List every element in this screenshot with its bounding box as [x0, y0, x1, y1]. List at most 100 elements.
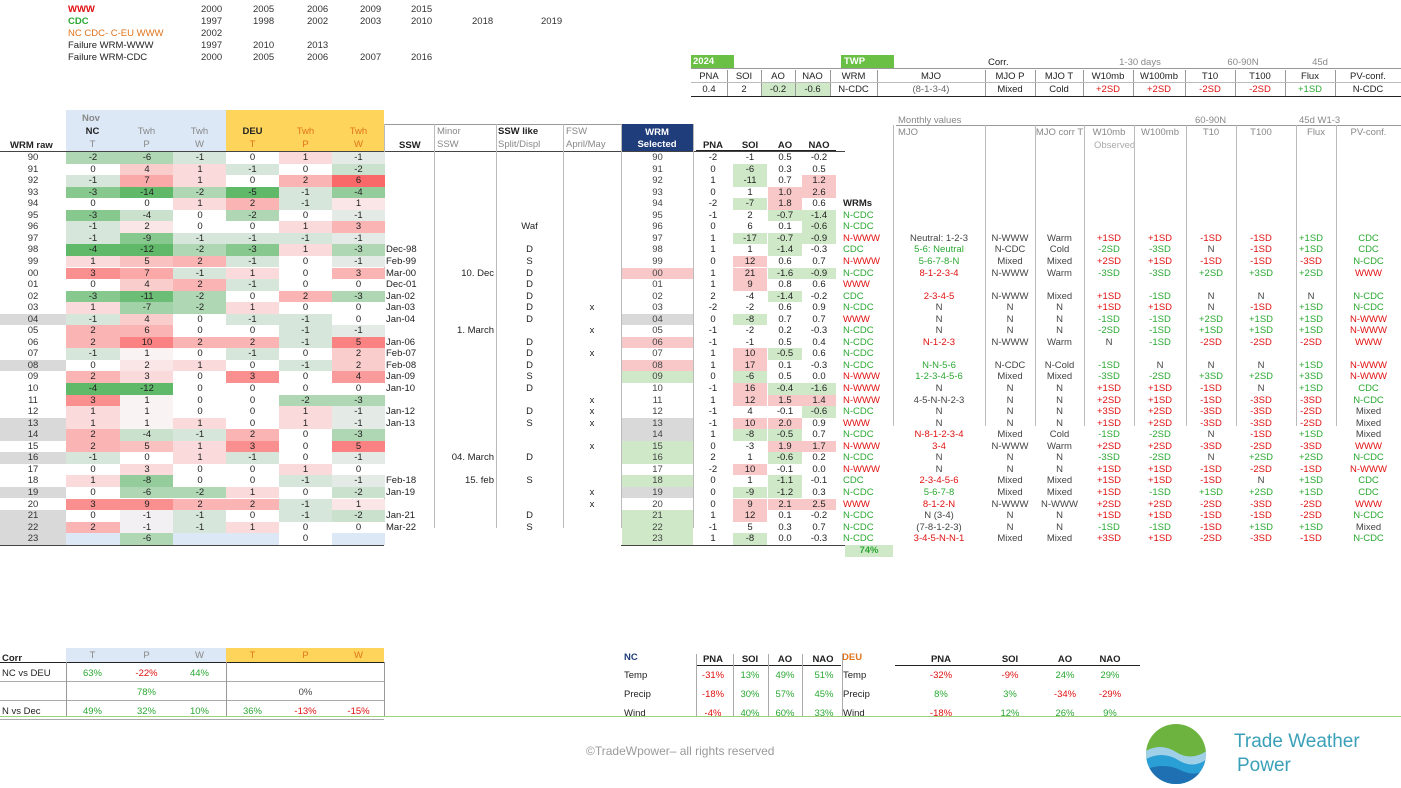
heat-bg [66, 290, 120, 303]
index-bg [696, 163, 730, 176]
index-bg [733, 452, 767, 464]
heat-bg [120, 279, 174, 291]
sd-value: -3SD [1200, 406, 1222, 418]
heat-bg [226, 359, 279, 372]
nc-value: 0 [197, 383, 203, 394]
sd-value [1134, 152, 1186, 164]
deu-value: 3 [355, 221, 362, 233]
index-value: 0 [710, 313, 716, 325]
heat-bg [332, 325, 385, 337]
heat-bg [66, 417, 120, 430]
heat-bg [332, 452, 385, 464]
fsw-mark: x [589, 394, 595, 406]
ssw-date: Jan-13 [386, 417, 416, 429]
wrm-label: N-CDC [843, 348, 874, 360]
selected-year-bg [622, 325, 693, 337]
minor-ssw-date [436, 348, 494, 360]
rule [384, 124, 621, 125]
year-gray-bg [0, 452, 66, 464]
sd-value: +1SD [1147, 383, 1173, 394]
index-bg [733, 533, 767, 545]
top-value: N-CDC [838, 84, 869, 95]
ssw-like-value: D [526, 452, 533, 464]
index-value: 0.5 [778, 152, 792, 163]
mjo-phase-value [985, 210, 1035, 222]
top-header: MJO P [995, 71, 1025, 82]
selected-year-bg [622, 163, 693, 176]
nc-value: 3 [90, 498, 96, 510]
mjo-temp-value: N [1056, 521, 1063, 533]
index-bg [696, 383, 730, 395]
heat-bg [120, 186, 174, 199]
ssw-like-value: D [526, 359, 533, 371]
right-col-divider [1035, 125, 1036, 426]
minor-ssw-date [436, 429, 494, 441]
top-col-divider [830, 70, 831, 97]
heat-bg [279, 510, 332, 522]
ssw-date [386, 152, 432, 164]
mjo-temp-value: N [1056, 325, 1063, 337]
corr-row-label: NC vs DEU [2, 668, 51, 679]
sd-value: +1SD [1298, 359, 1324, 371]
sd-value: +2SD [1198, 313, 1224, 325]
index-bg [802, 163, 836, 176]
year-gray-bg [0, 313, 66, 326]
minor-ssw-date [436, 244, 494, 256]
deu-idx-value: 24% [1055, 670, 1075, 681]
index-bg [768, 406, 802, 418]
heat-bg [120, 232, 174, 245]
nc-value: 2 [197, 498, 203, 510]
pv-conf-value: Mixed [1355, 521, 1382, 533]
deu-value: 0 [249, 383, 256, 394]
year-label: 08 [27, 359, 39, 371]
heat-bg [120, 510, 174, 522]
nc-value: 1 [197, 163, 203, 175]
sd-value [1134, 187, 1186, 199]
ssw-date: Dec-98 [386, 244, 417, 256]
nc-value: -2 [195, 486, 205, 498]
ssw-date [386, 210, 432, 222]
group-45d-header: 45d W1-3 [1299, 115, 1341, 126]
sd-value: -2SD [1149, 452, 1171, 464]
heat-bg [226, 486, 279, 499]
index-value: -0.7 [776, 232, 794, 244]
sd-value [1236, 210, 1286, 222]
sd-value [1134, 348, 1186, 360]
heat-bg [173, 325, 227, 337]
rule [896, 125, 1401, 126]
sd-value: +1SD [1147, 510, 1173, 522]
year-label: 11 [28, 394, 38, 406]
index-value: 0.3 [778, 521, 792, 533]
selected-year: 97 [652, 232, 663, 244]
mjo-value: 3-4-5-N-N-1 [913, 533, 965, 545]
nc-value: 0 [90, 198, 96, 210]
rule [0, 662, 384, 663]
sd-value: +1SD [1298, 232, 1324, 244]
wrm-label: CDC [843, 290, 864, 302]
mjo-temp-value: Cold [1049, 244, 1070, 256]
legend-label: Failure WRM-CDC [68, 52, 148, 63]
nc-value: 0 [144, 198, 150, 210]
legend-year: 2019 [541, 16, 563, 27]
idx-row-label: Temp [624, 670, 648, 681]
heat-bg [279, 533, 332, 545]
mjo-corr-header: MJO corr T [1035, 127, 1084, 138]
ssw-like-value [496, 164, 563, 176]
ssw-date [386, 464, 432, 476]
index-bg [802, 359, 836, 372]
mjo-phase-value: N [1006, 521, 1014, 533]
nc-idx-header: SOI [741, 654, 759, 665]
heat-bg [226, 175, 279, 187]
index-bg [802, 325, 836, 337]
minor-ssw-date [436, 383, 494, 395]
pv-conf-value: N-CDC [1353, 255, 1384, 267]
index-value: 0.2 [778, 325, 792, 337]
mjo-value: 5-6-7-8-N [918, 255, 960, 267]
nc-value: 4 [144, 313, 150, 325]
nc-value: 2 [197, 279, 203, 291]
index-bg [802, 152, 836, 164]
top-col-divider [1133, 70, 1134, 97]
mjo-header: MJO [898, 127, 919, 138]
nc-value: 0 [197, 325, 203, 337]
index-value: -1 [745, 152, 755, 163]
